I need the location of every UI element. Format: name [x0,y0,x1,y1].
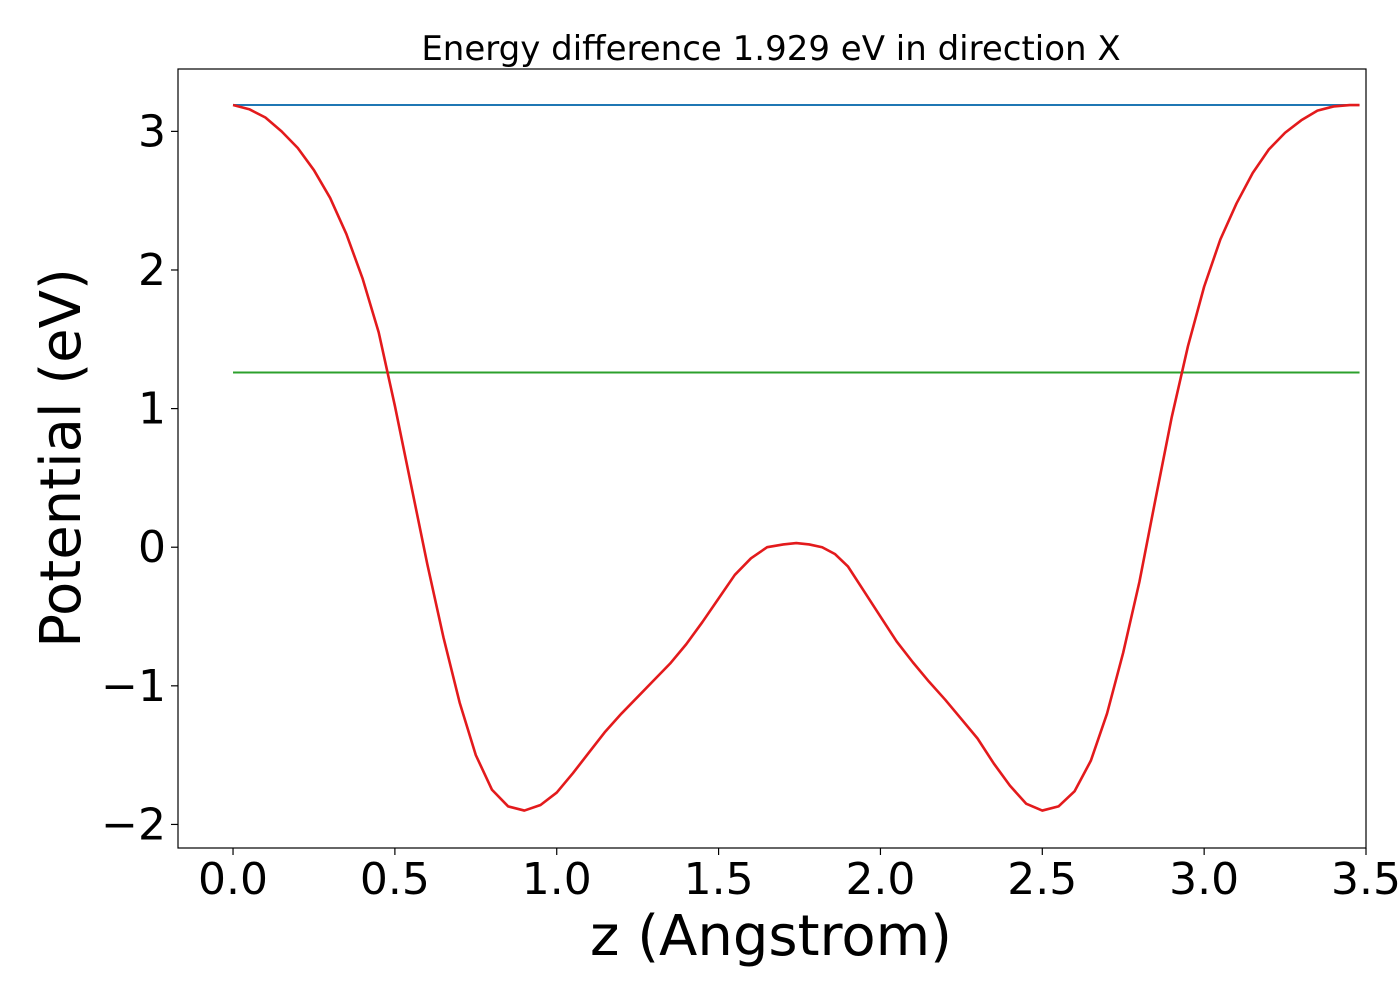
x-axis-ticks: 0.0 0.5 1.0 1.5 2.0 2.5 3.0 3.5 [198,848,1400,905]
x-tick-label: 2.5 [1007,854,1077,905]
x-tick-label: 0.0 [198,854,268,905]
x-tick-label: 0.5 [360,854,430,905]
x-tick-label: 1.5 [684,854,754,905]
y-tick-label: 2 [138,245,166,296]
y-axis-ticks: −2 −1 0 1 2 3 [101,106,178,850]
y-tick-label: 3 [138,106,166,157]
x-tick-label: 3.5 [1331,854,1400,905]
y-tick-label: −1 [101,661,166,712]
y-tick-label: 1 [138,384,166,435]
series-line-3 [232,103,1360,812]
x-tick-label: 2.0 [845,854,915,905]
plot-frame [177,68,1367,849]
series-layer [232,103,1360,812]
y-axis-label: Potential (eV) [29,268,94,648]
y-tick-label: −2 [101,799,166,850]
y-tick-label: 0 [138,522,166,573]
chart-title: Energy difference 1.929 eV in direction … [421,29,1120,69]
x-axis-label: z (Angstrom) [590,904,952,969]
x-tick-label: 3.0 [1169,854,1239,905]
x-tick-label: 1.0 [522,854,592,905]
